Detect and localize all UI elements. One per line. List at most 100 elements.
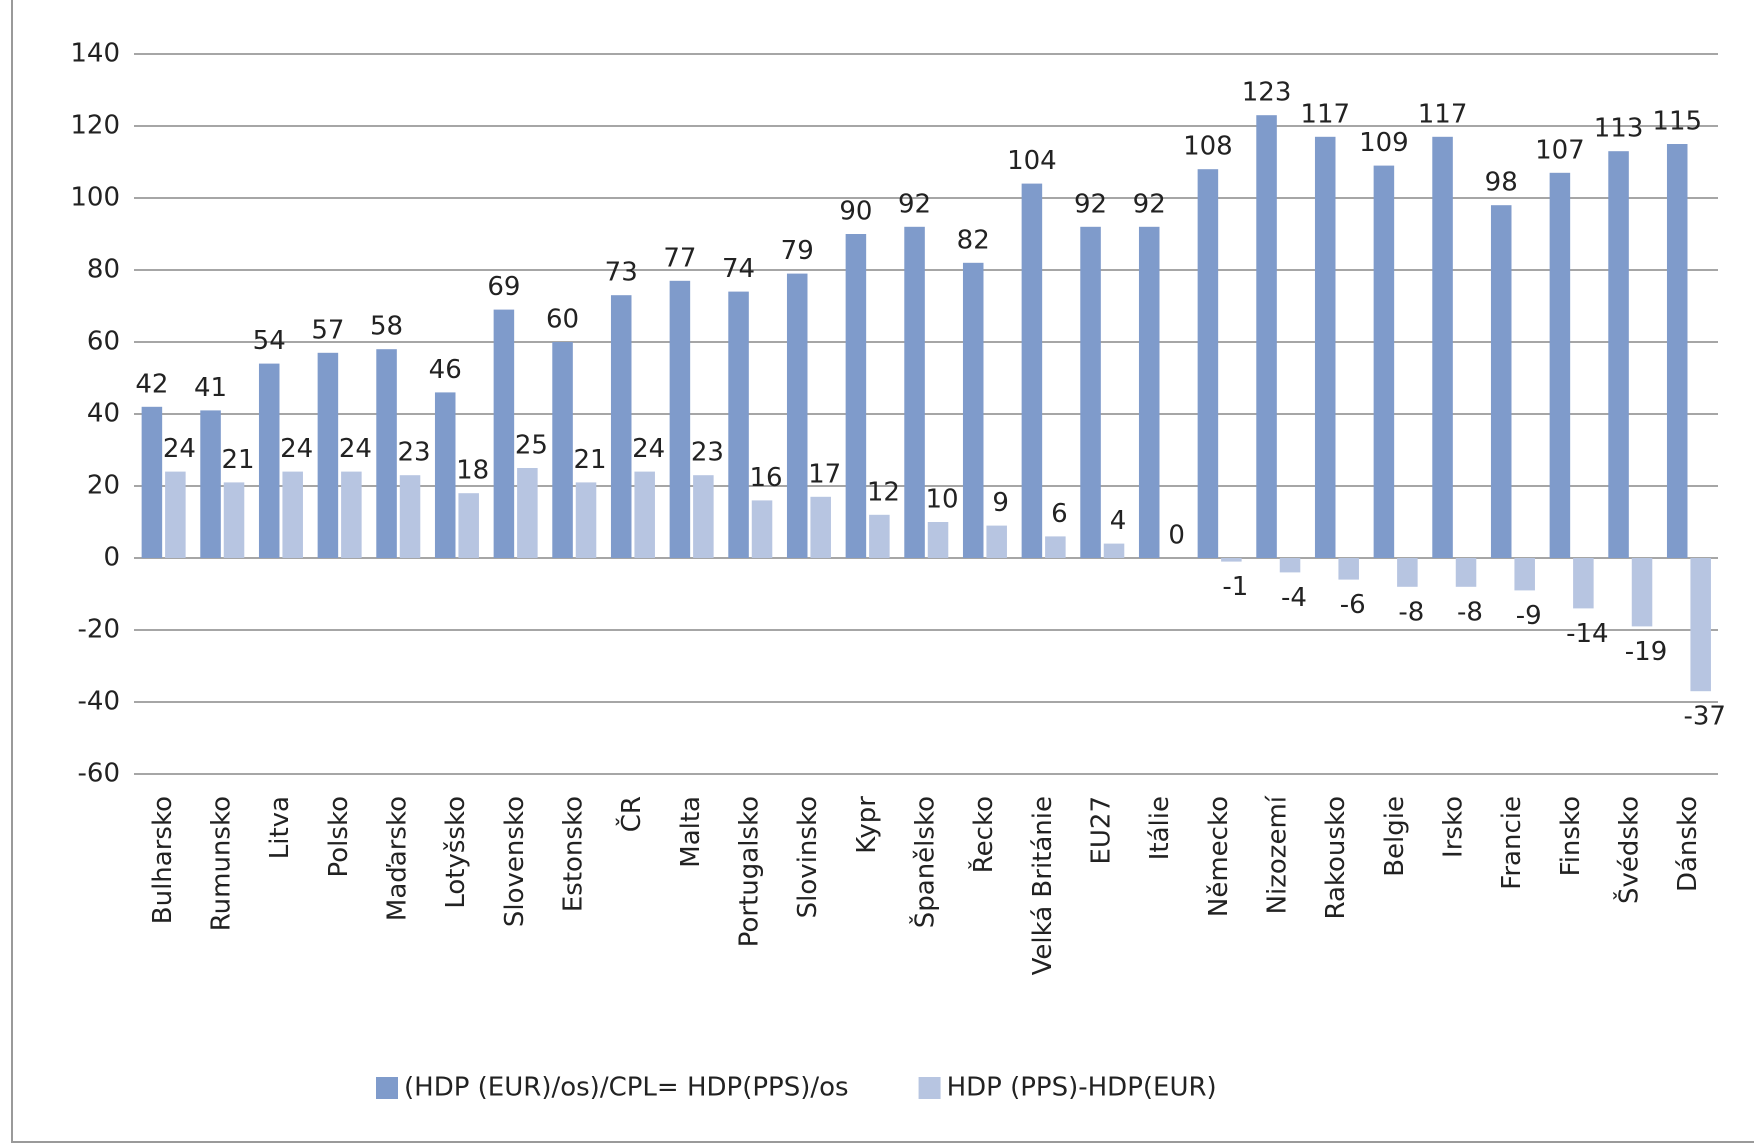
bar: [165, 471, 186, 558]
x-tick-label: Estonsko: [559, 796, 589, 912]
bar: [610, 295, 632, 558]
x-tick-label: Francie: [1497, 796, 1527, 890]
data-label: 9: [992, 488, 1009, 518]
data-label: 24: [339, 434, 372, 464]
y-tick-label: 20: [87, 471, 120, 501]
bar: [669, 280, 691, 558]
bar: [904, 226, 925, 559]
bar: [1690, 558, 1711, 692]
data-label: 115: [1652, 107, 1702, 137]
bar: [1666, 144, 1688, 558]
y-tick-label: 140: [70, 39, 120, 69]
data-label: 16: [749, 463, 782, 493]
data-label: 24: [163, 434, 196, 464]
chart-frame: [11, 0, 1754, 1143]
y-tick-label: -60: [78, 759, 120, 789]
bar: [1608, 151, 1629, 558]
legend-label: (HDP (EUR)/os)/CPL= HDP(PPS)/os: [404, 1073, 849, 1103]
bar: [575, 482, 597, 558]
data-label: 107: [1535, 135, 1585, 165]
x-tick-label: Nizozemí: [1263, 795, 1293, 914]
x-tick-label: Lotyšsko: [441, 796, 471, 909]
data-label: -14: [1566, 619, 1608, 649]
bar: [1432, 136, 1453, 559]
bar: [258, 363, 280, 558]
data-label: 18: [456, 456, 489, 486]
x-tick-label: Finsko: [1556, 796, 1586, 876]
bar: [399, 475, 421, 558]
bar: [634, 471, 655, 558]
data-label: 46: [429, 355, 462, 385]
data-label: -9: [1516, 601, 1542, 631]
bar: [1138, 226, 1160, 559]
x-tick-label: Velká Británie: [1028, 796, 1058, 975]
x-tick-label: Německo: [1204, 796, 1234, 917]
x-tick-label: Slovinsko: [793, 796, 823, 918]
data-label: 58: [370, 312, 403, 342]
bar: [728, 291, 749, 558]
y-tick-label: 0: [103, 543, 120, 573]
bar: [1455, 558, 1477, 587]
data-label: 24: [632, 434, 665, 464]
bar: [810, 496, 831, 558]
bar: [1279, 558, 1301, 573]
data-label: 24: [280, 434, 313, 464]
bar: [927, 522, 949, 558]
bar: [1221, 558, 1242, 562]
bar: [434, 392, 456, 558]
data-label: 92: [898, 189, 931, 219]
data-label: 117: [1418, 99, 1468, 129]
x-tick-label: Kypr: [852, 796, 882, 854]
data-label: 117: [1300, 99, 1350, 129]
x-tick-label: Belgie: [1380, 796, 1410, 877]
data-label: 90: [839, 197, 872, 227]
data-label: 79: [781, 236, 814, 266]
bar: [1514, 558, 1535, 591]
data-label: 92: [1133, 189, 1166, 219]
data-label: 108: [1183, 132, 1233, 162]
bar: [786, 273, 808, 558]
y-tick-label: 80: [87, 255, 120, 285]
x-tick-label: Řecko: [967, 796, 999, 873]
bar: [1397, 558, 1418, 587]
bar: [341, 471, 362, 558]
bar: [1573, 558, 1594, 609]
data-label: 41: [194, 373, 227, 403]
data-label: 42: [135, 369, 168, 399]
x-tick-label: Rumunsko: [207, 796, 237, 931]
y-tick-label: 120: [70, 111, 120, 141]
bar: [223, 482, 245, 558]
data-label: 4: [1110, 506, 1127, 536]
legend-swatch: [918, 1077, 941, 1099]
bar: [376, 349, 397, 558]
y-tick-label: 100: [70, 183, 120, 213]
bar: [317, 352, 339, 558]
bar: [1256, 115, 1277, 558]
bar: [1103, 543, 1125, 558]
y-tick-label: 60: [87, 327, 120, 357]
x-tick-label: Bulharsko: [148, 796, 178, 924]
y-tick-label: 40: [87, 399, 120, 429]
x-tick-label: Itálie: [1145, 796, 1175, 860]
data-label: 69: [487, 272, 520, 302]
x-tick-label: Irsko: [1439, 796, 1469, 858]
data-label: 60: [546, 305, 579, 335]
data-label: 12: [867, 477, 900, 507]
bar: [1080, 226, 1101, 559]
bar: [141, 406, 163, 558]
data-label: 10: [925, 485, 958, 515]
data-label: 77: [663, 243, 696, 273]
bar: [1490, 205, 1512, 558]
data-label: 73: [605, 258, 638, 288]
bar: [1314, 136, 1336, 559]
data-label: 98: [1485, 168, 1518, 198]
data-label: 21: [221, 445, 254, 475]
x-tick-label: Švédsko: [1613, 796, 1645, 904]
bar: [869, 514, 890, 558]
x-tick-label: ČR: [615, 796, 647, 832]
bar: [845, 234, 867, 558]
bar: [1045, 536, 1066, 558]
data-label: -1: [1222, 572, 1248, 602]
x-tick-label: EU27: [1087, 796, 1117, 865]
